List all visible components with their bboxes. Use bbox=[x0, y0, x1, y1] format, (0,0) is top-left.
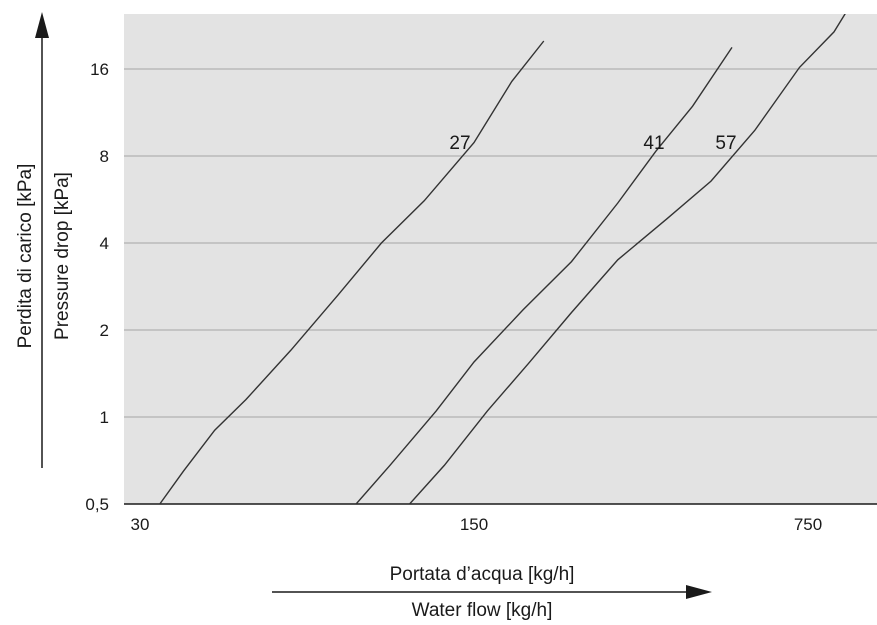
y-tick-label: 16 bbox=[90, 60, 109, 79]
y-tick-labels: 0,5 1 2 4 8 16 bbox=[85, 60, 109, 514]
x-tick-labels: 30 150 750 bbox=[131, 515, 823, 534]
x-tick-label: 750 bbox=[794, 515, 822, 534]
x-tick-label: 150 bbox=[460, 515, 488, 534]
plot-background bbox=[124, 14, 877, 504]
y-tick-label: 4 bbox=[100, 234, 109, 253]
x-tick-label: 30 bbox=[131, 515, 150, 534]
y-tick-label: 8 bbox=[100, 147, 109, 166]
curve-label-41: 41 bbox=[643, 133, 664, 154]
y-axis-arrowhead bbox=[35, 12, 49, 38]
x-axis-title-en: Water flow [kg/h] bbox=[412, 600, 553, 621]
curve-label-27: 27 bbox=[449, 133, 470, 154]
y-axis-title-it: Perdita di carico [kPa] bbox=[15, 164, 36, 349]
x-axis-title-it: Portata d’acqua [kg/h] bbox=[390, 564, 575, 585]
y-tick-label: 2 bbox=[100, 321, 109, 340]
y-axis-title-en: Pressure drop [kPa] bbox=[52, 172, 73, 340]
y-tick-label: 0,5 bbox=[85, 495, 109, 514]
y-tick-label: 1 bbox=[100, 408, 109, 427]
x-axis-arrowhead bbox=[686, 585, 712, 599]
curve-label-57: 57 bbox=[715, 133, 736, 154]
